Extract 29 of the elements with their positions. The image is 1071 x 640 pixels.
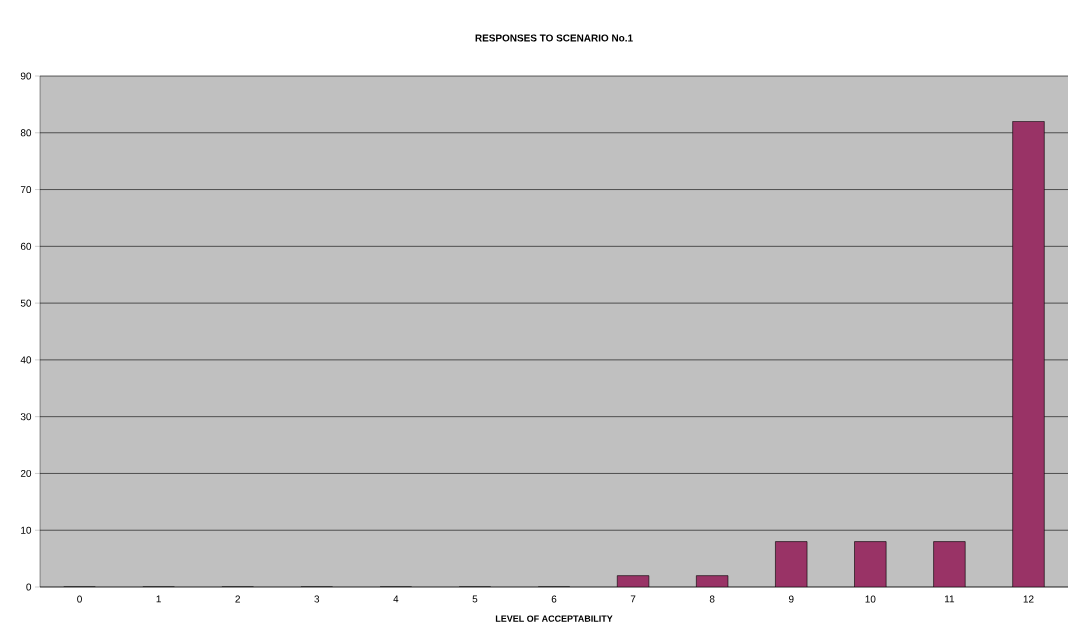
y-tick-label: 0 [26, 583, 32, 591]
y-tick-label: 40 [20, 356, 32, 364]
x-tick-label: 10 [865, 595, 876, 603]
y-tick-label: 90 [20, 72, 32, 80]
y-tick-label: 30 [20, 413, 32, 421]
chart-title: RESPONSES TO SCENARIO No.1 [475, 34, 633, 42]
bar [933, 541, 966, 587]
y-tick-label: 10 [21, 526, 32, 534]
bar [1012, 121, 1045, 587]
y-tick-label: 60 [20, 242, 32, 250]
x-tick-label: 0 [77, 595, 82, 603]
bar [854, 541, 887, 587]
x-tick-label: 2 [235, 595, 240, 603]
x-tick-label: 1 [156, 595, 161, 603]
y-tick-label: 80 [20, 129, 32, 137]
y-tick-label: 50 [20, 299, 32, 307]
x-tick-label: 3 [314, 595, 320, 603]
y-tick-label: 20 [20, 469, 32, 477]
x-tick-label: 9 [788, 595, 794, 603]
x-tick-label: 7 [630, 595, 636, 603]
x-axis-title: LEVEL OF ACCEPTABILITY [495, 615, 613, 622]
x-tick-label: 8 [709, 595, 715, 603]
bar [775, 541, 808, 587]
x-tick-label: 4 [393, 595, 399, 603]
x-tick-label: 5 [472, 595, 478, 603]
x-tick-label: 6 [551, 595, 557, 603]
x-tick-label: 11 [944, 595, 955, 603]
y-tick-label: 70 [20, 186, 32, 194]
x-tick-label: 12 [1023, 595, 1034, 603]
